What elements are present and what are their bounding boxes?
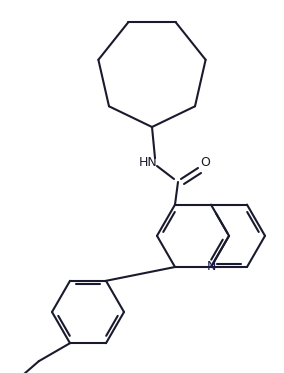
Text: O: O bbox=[200, 157, 210, 169]
Text: HN: HN bbox=[139, 156, 157, 169]
Text: N: N bbox=[206, 260, 216, 273]
